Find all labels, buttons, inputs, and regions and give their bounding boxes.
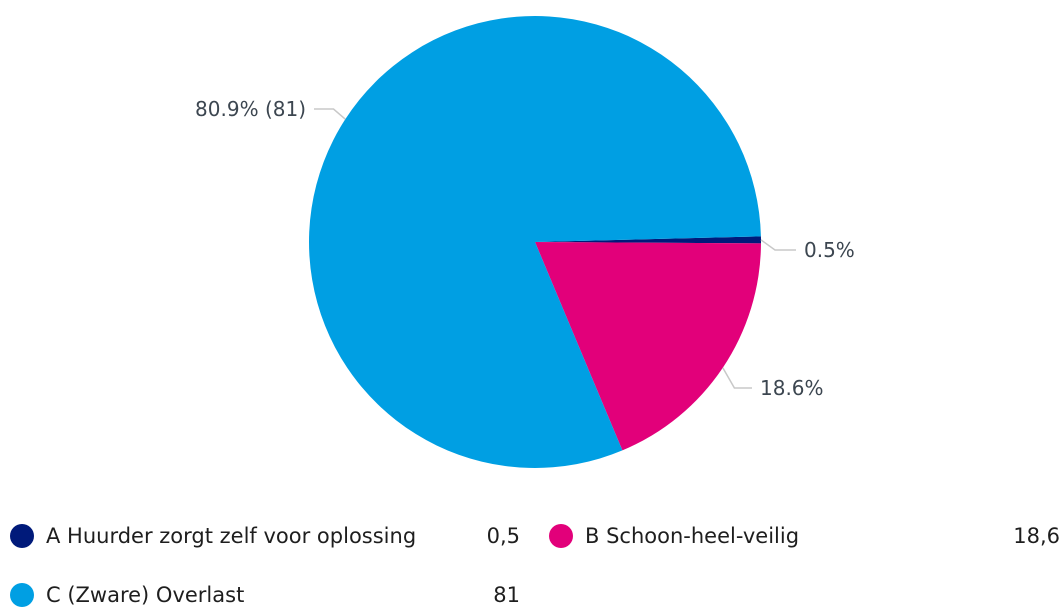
leader-line-a bbox=[760, 239, 796, 251]
pie-slice-c[interactable] bbox=[309, 15, 761, 468]
slice-label-c: 80.9% (81) bbox=[195, 97, 306, 121]
pie-slice-a[interactable] bbox=[535, 236, 762, 244]
slice-label-b: 18.6% bbox=[760, 376, 824, 400]
slice-label-a: 0.5% bbox=[804, 238, 855, 262]
leader-line-c bbox=[314, 108, 346, 120]
pie-slices bbox=[309, 15, 762, 468]
slice-labels: 0.5% 18.6% 80.9% (81) bbox=[195, 97, 855, 400]
slice-leader-lines bbox=[314, 108, 796, 389]
leader-line-b bbox=[722, 367, 752, 389]
pie-slice-b[interactable] bbox=[535, 242, 761, 451]
